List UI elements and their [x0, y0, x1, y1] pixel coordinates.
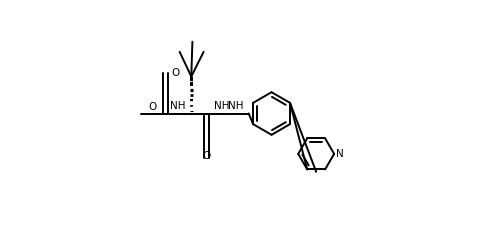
Text: NH: NH	[228, 101, 244, 111]
Text: O: O	[149, 102, 157, 112]
Text: NH: NH	[170, 101, 186, 111]
Text: N: N	[337, 149, 344, 159]
Text: O: O	[203, 151, 211, 160]
Text: NH: NH	[214, 101, 230, 111]
Text: O: O	[171, 68, 179, 78]
